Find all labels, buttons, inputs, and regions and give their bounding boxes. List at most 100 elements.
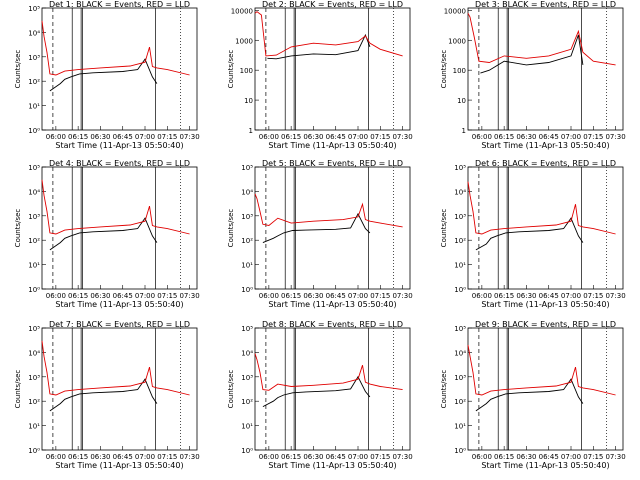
x-axis-label: Start Time (11-Apr-13 05:50:40) xyxy=(481,141,609,150)
x-tick-label: 07:15 xyxy=(370,292,390,300)
y-tick-label: 10⁵ xyxy=(241,164,253,172)
y-tick-label: 10⁴ xyxy=(28,29,40,37)
y-tick-label: 1 xyxy=(462,127,466,135)
x-tick-label: 06:15 xyxy=(68,292,88,300)
x-tick-label: 07:15 xyxy=(157,133,177,141)
plot-frame xyxy=(254,327,411,451)
y-axis-label: Counts/sec xyxy=(14,370,22,409)
x-tick-label: 07:00 xyxy=(561,292,581,300)
y-tick-label: 10¹ xyxy=(28,262,40,270)
series-lld-line xyxy=(254,353,403,391)
x-tick-label: 06:45 xyxy=(113,453,133,461)
y-tick-label: 10³ xyxy=(241,374,253,382)
y-tick-label: 10³ xyxy=(28,213,40,221)
x-tick-label: 07:15 xyxy=(583,292,603,300)
x-tick-label: 07:30 xyxy=(392,133,412,141)
x-axis-label: Start Time (11-Apr-13 05:50:40) xyxy=(55,141,183,150)
x-axis-label: Start Time (11-Apr-13 05:50:40) xyxy=(268,141,396,150)
y-tick-label: 10¹ xyxy=(454,423,466,431)
y-tick-label: 10 xyxy=(457,97,466,105)
series-events-line xyxy=(267,33,371,60)
x-tick-label: 06:00 xyxy=(259,292,279,300)
x-tick-label: 06:45 xyxy=(326,453,346,461)
x-tick-label: 06:30 xyxy=(90,453,110,461)
y-tick-label: 10⁰ xyxy=(241,286,253,294)
y-tick-label: 10⁰ xyxy=(454,447,466,455)
series-lld-line xyxy=(41,179,190,235)
chart-panel-4: Det 4: BLACK = Events, RED = LLD 10⁰ 10¹ 10… xyxy=(14,159,200,309)
plot-frame xyxy=(41,327,198,451)
x-tick-label: 06:30 xyxy=(303,453,323,461)
y-tick-label: 10³ xyxy=(241,213,253,221)
chart-panel-7: Det 7: BLACK = Events, RED = LLD 10⁰ 10¹ 10… xyxy=(14,320,200,470)
x-tick-label: 07:00 xyxy=(348,292,368,300)
plot-frame xyxy=(254,7,411,131)
y-axis-label: Counts/sec xyxy=(14,209,22,248)
x-axis-label: Start Time (11-Apr-13 05:50:40) xyxy=(268,461,396,470)
series-lld-line xyxy=(467,345,616,396)
x-axis-label: Start Time (11-Apr-13 05:50:40) xyxy=(55,461,183,470)
y-tick-label: 10⁰ xyxy=(28,447,40,455)
chart-title: Det 8: BLACK = Events, RED = LLD xyxy=(262,320,403,329)
series-events-line xyxy=(49,217,158,251)
x-tick-label: 06:00 xyxy=(259,133,279,141)
y-tick-label: 10⁵ xyxy=(241,325,253,333)
y-tick-label: 10¹ xyxy=(241,423,253,431)
chart-panel-8: Det 8: BLACK = Events, RED = LLD 10⁰ 10¹ 10… xyxy=(227,320,413,470)
series-events-line xyxy=(49,58,158,92)
chart-panel-5: Det 5: BLACK = Events, RED = LLD 10⁰ 10¹ 10… xyxy=(227,159,413,309)
y-tick-label: 10² xyxy=(454,398,466,406)
chart-title: Det 3: BLACK = Events, RED = LLD xyxy=(475,0,616,9)
x-axis-label: Start Time (11-Apr-13 05:50:40) xyxy=(55,300,183,309)
x-tick-label: 07:30 xyxy=(392,292,412,300)
y-tick-label: 10² xyxy=(241,398,253,406)
chart-panel-9: Det 9: BLACK = Events, RED = LLD 10⁰ 10¹ 10… xyxy=(440,320,626,470)
y-tick-label: 10000 xyxy=(231,7,253,15)
x-tick-label: 06:30 xyxy=(303,133,323,141)
x-tick-label: 06:15 xyxy=(494,292,514,300)
series-events-line xyxy=(480,34,584,74)
x-tick-label: 06:30 xyxy=(516,292,536,300)
y-tick-label: 10⁰ xyxy=(28,127,40,135)
series-events-line xyxy=(262,212,371,244)
y-tick-label: 10⁵ xyxy=(28,5,40,13)
y-axis-label: Counts/sec xyxy=(227,209,235,248)
series-events-line xyxy=(262,375,371,407)
x-tick-label: 07:30 xyxy=(605,292,625,300)
series-lld-line xyxy=(254,11,403,57)
y-tick-label: 10000 xyxy=(444,7,466,15)
x-tick-label: 06:45 xyxy=(113,292,133,300)
series-lld-line xyxy=(467,13,616,66)
series-events-line xyxy=(49,378,158,412)
y-tick-label: 100 xyxy=(453,67,466,75)
x-tick-label: 06:15 xyxy=(494,453,514,461)
x-tick-label: 06:45 xyxy=(539,453,559,461)
y-axis-label: Counts/sec xyxy=(440,209,448,248)
x-tick-label: 06:15 xyxy=(281,133,301,141)
y-tick-label: 10³ xyxy=(454,213,466,221)
y-tick-label: 1 xyxy=(249,127,253,135)
y-tick-label: 1000 xyxy=(448,37,466,45)
x-tick-label: 07:15 xyxy=(370,133,390,141)
chart-title: Det 9: BLACK = Events, RED = LLD xyxy=(475,320,616,329)
x-tick-label: 06:45 xyxy=(539,292,559,300)
y-tick-label: 10⁴ xyxy=(241,349,253,357)
x-tick-label: 07:00 xyxy=(348,453,368,461)
series-lld-line xyxy=(254,193,403,228)
x-tick-label: 06:00 xyxy=(46,453,66,461)
x-tick-label: 06:15 xyxy=(68,453,88,461)
x-tick-label: 06:30 xyxy=(516,453,536,461)
x-tick-label: 06:00 xyxy=(472,453,492,461)
x-tick-label: 06:30 xyxy=(90,292,110,300)
x-tick-label: 07:00 xyxy=(561,133,581,141)
chart-title: Det 1: BLACK = Events, RED = LLD xyxy=(49,0,190,9)
plot-frame xyxy=(467,7,624,131)
y-tick-label: 10² xyxy=(28,237,40,245)
x-axis-label: Start Time (11-Apr-13 05:50:40) xyxy=(481,300,609,309)
y-axis-label: Counts/sec xyxy=(227,370,235,409)
series-lld-line xyxy=(41,340,190,396)
chart-title: Det 7: BLACK = Events, RED = LLD xyxy=(49,320,190,329)
x-tick-label: 07:00 xyxy=(135,133,155,141)
x-tick-label: 07:30 xyxy=(179,292,199,300)
x-tick-label: 06:00 xyxy=(472,292,492,300)
